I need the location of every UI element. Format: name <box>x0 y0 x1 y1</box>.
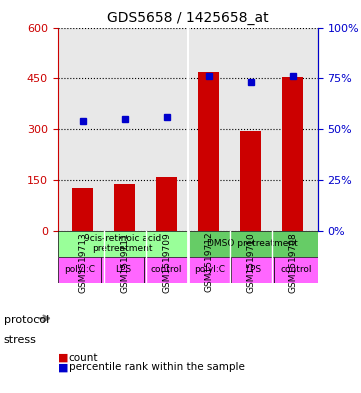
FancyBboxPatch shape <box>274 257 318 283</box>
Bar <box>198 72 219 231</box>
Text: control: control <box>150 265 182 274</box>
Text: stress: stress <box>4 335 36 345</box>
Text: polyI:C: polyI:C <box>64 265 95 274</box>
Text: GSM1519709: GSM1519709 <box>162 232 171 292</box>
FancyBboxPatch shape <box>188 231 318 257</box>
Text: GSM1519710: GSM1519710 <box>246 232 255 292</box>
FancyBboxPatch shape <box>58 257 101 283</box>
Text: LPS: LPS <box>115 265 131 274</box>
Text: DMSO pretreatment: DMSO pretreatment <box>207 239 298 248</box>
Text: polyI:C: polyI:C <box>194 265 225 274</box>
Text: ■: ■ <box>58 362 68 373</box>
Bar <box>282 77 303 231</box>
Text: GSM1519708: GSM1519708 <box>288 232 297 292</box>
FancyBboxPatch shape <box>58 231 188 257</box>
Text: LPS: LPS <box>245 265 261 274</box>
Text: GSM1519712: GSM1519712 <box>204 232 213 292</box>
Text: ■: ■ <box>58 353 68 363</box>
Title: GDS5658 / 1425658_at: GDS5658 / 1425658_at <box>107 11 269 25</box>
Text: control: control <box>280 265 312 274</box>
Text: GSM1519713: GSM1519713 <box>78 232 87 292</box>
Text: percentile rank within the sample: percentile rank within the sample <box>69 362 244 373</box>
Bar <box>114 184 135 231</box>
FancyBboxPatch shape <box>101 257 144 283</box>
Text: protocol: protocol <box>4 315 49 325</box>
Bar <box>240 131 261 231</box>
Bar <box>73 188 93 231</box>
FancyBboxPatch shape <box>188 257 231 283</box>
Text: count: count <box>69 353 98 363</box>
FancyBboxPatch shape <box>144 257 188 283</box>
Bar <box>156 177 177 231</box>
FancyBboxPatch shape <box>231 257 274 283</box>
Text: GSM1519711: GSM1519711 <box>120 232 129 292</box>
Text: 9cis-retinoic acid
pretreatment: 9cis-retinoic acid pretreatment <box>84 234 161 253</box>
